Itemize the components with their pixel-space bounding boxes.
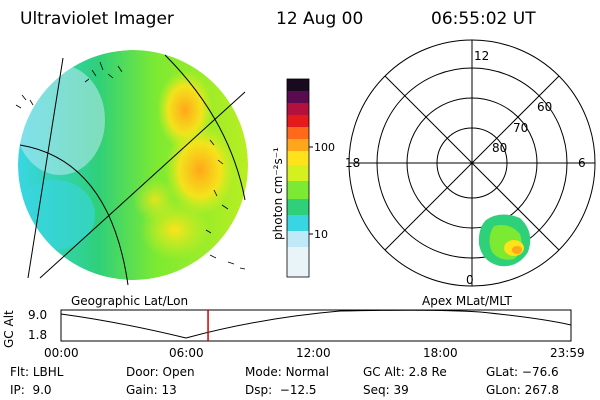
gain-value: 13 bbox=[161, 383, 177, 397]
contour-fragments bbox=[15, 61, 246, 270]
polar-plot bbox=[348, 39, 596, 287]
mlat-label-70: 70 bbox=[513, 121, 528, 135]
status-dsp: Dsp: −12.5 bbox=[245, 383, 317, 397]
time-label: 06:55:02 UT bbox=[431, 9, 536, 29]
gcalt-value: 2.8 Re bbox=[408, 365, 447, 379]
flt-value: LBHL bbox=[32, 365, 64, 379]
aurora-image bbox=[18, 50, 248, 280]
apex-label: Apex MLat/MLT bbox=[422, 294, 512, 308]
colorbar-label: photon cm⁻²s⁻¹ bbox=[271, 147, 285, 240]
orbit-xtick-1200: 12:00 bbox=[296, 346, 331, 360]
orbit-xtick-0600: 06:00 bbox=[169, 346, 204, 360]
status-glon: GLon: 267.8 bbox=[486, 383, 559, 397]
door-value: Open bbox=[162, 365, 195, 379]
orbit-ylabel: GC Alt bbox=[2, 310, 16, 348]
status-gain: Gain: 13 bbox=[126, 383, 177, 397]
flt-label: Flt: bbox=[10, 365, 29, 379]
glat-value: −76.6 bbox=[521, 365, 559, 379]
glon-label: GLon: bbox=[486, 383, 521, 397]
geographic-label: Geographic Lat/Lon bbox=[71, 294, 189, 308]
date-label: 12 Aug 00 bbox=[276, 9, 364, 29]
ip-value: 9.0 bbox=[32, 383, 52, 397]
status-gcalt: GC Alt: 2.8 Re bbox=[363, 365, 447, 379]
mlt-label-12: 12 bbox=[474, 49, 489, 63]
mlt-label-6: 6 bbox=[578, 156, 586, 170]
colorbar-tick-10: 10 bbox=[314, 228, 328, 241]
status-seq: Seq: 39 bbox=[363, 383, 409, 397]
mode-value: Normal bbox=[285, 365, 329, 379]
mlt-label-18: 18 bbox=[345, 156, 360, 170]
mode-label: Mode: bbox=[245, 365, 282, 379]
seq-label: Seq: bbox=[363, 383, 390, 397]
status-flt: Flt: LBHL bbox=[10, 365, 63, 379]
instrument-title: Ultraviolet Imager bbox=[20, 9, 174, 29]
orbit-ytick-low: 1.8 bbox=[28, 328, 48, 342]
dsp-value: −12.5 bbox=[279, 383, 317, 397]
status-door: Door: Open bbox=[126, 365, 195, 379]
seq-value: 39 bbox=[393, 383, 409, 397]
status-glat: GLat: −76.6 bbox=[486, 365, 559, 379]
dsp-label: Dsp: bbox=[245, 383, 273, 397]
orbit-xtick-2359: 23:59 bbox=[550, 346, 585, 360]
colorbar bbox=[286, 78, 313, 278]
orbit-ytick-high: 9.0 bbox=[28, 308, 48, 322]
mlat-label-60: 60 bbox=[537, 100, 552, 114]
gain-label: Gain: bbox=[126, 383, 158, 397]
colorbar-tick-100: 100 bbox=[314, 141, 335, 154]
status-ip: IP: 9.0 bbox=[10, 383, 52, 397]
orbit-xtick-1800: 18:00 bbox=[423, 346, 458, 360]
mlt-label-0: 0 bbox=[466, 273, 474, 287]
gcalt-label: GC Alt: bbox=[363, 365, 405, 379]
orbit-plot bbox=[60, 309, 572, 342]
status-mode: Mode: Normal bbox=[245, 365, 329, 379]
geographic-grid bbox=[19, 54, 246, 286]
glat-label: GLat: bbox=[486, 365, 519, 379]
orbit-xtick-0000: 00:00 bbox=[44, 346, 79, 360]
polar-aurora-oval bbox=[478, 214, 531, 267]
mlat-label-80: 80 bbox=[492, 141, 507, 155]
glon-value: 267.8 bbox=[524, 383, 559, 397]
ip-label: IP: bbox=[10, 383, 25, 397]
door-label: Door: bbox=[126, 365, 159, 379]
